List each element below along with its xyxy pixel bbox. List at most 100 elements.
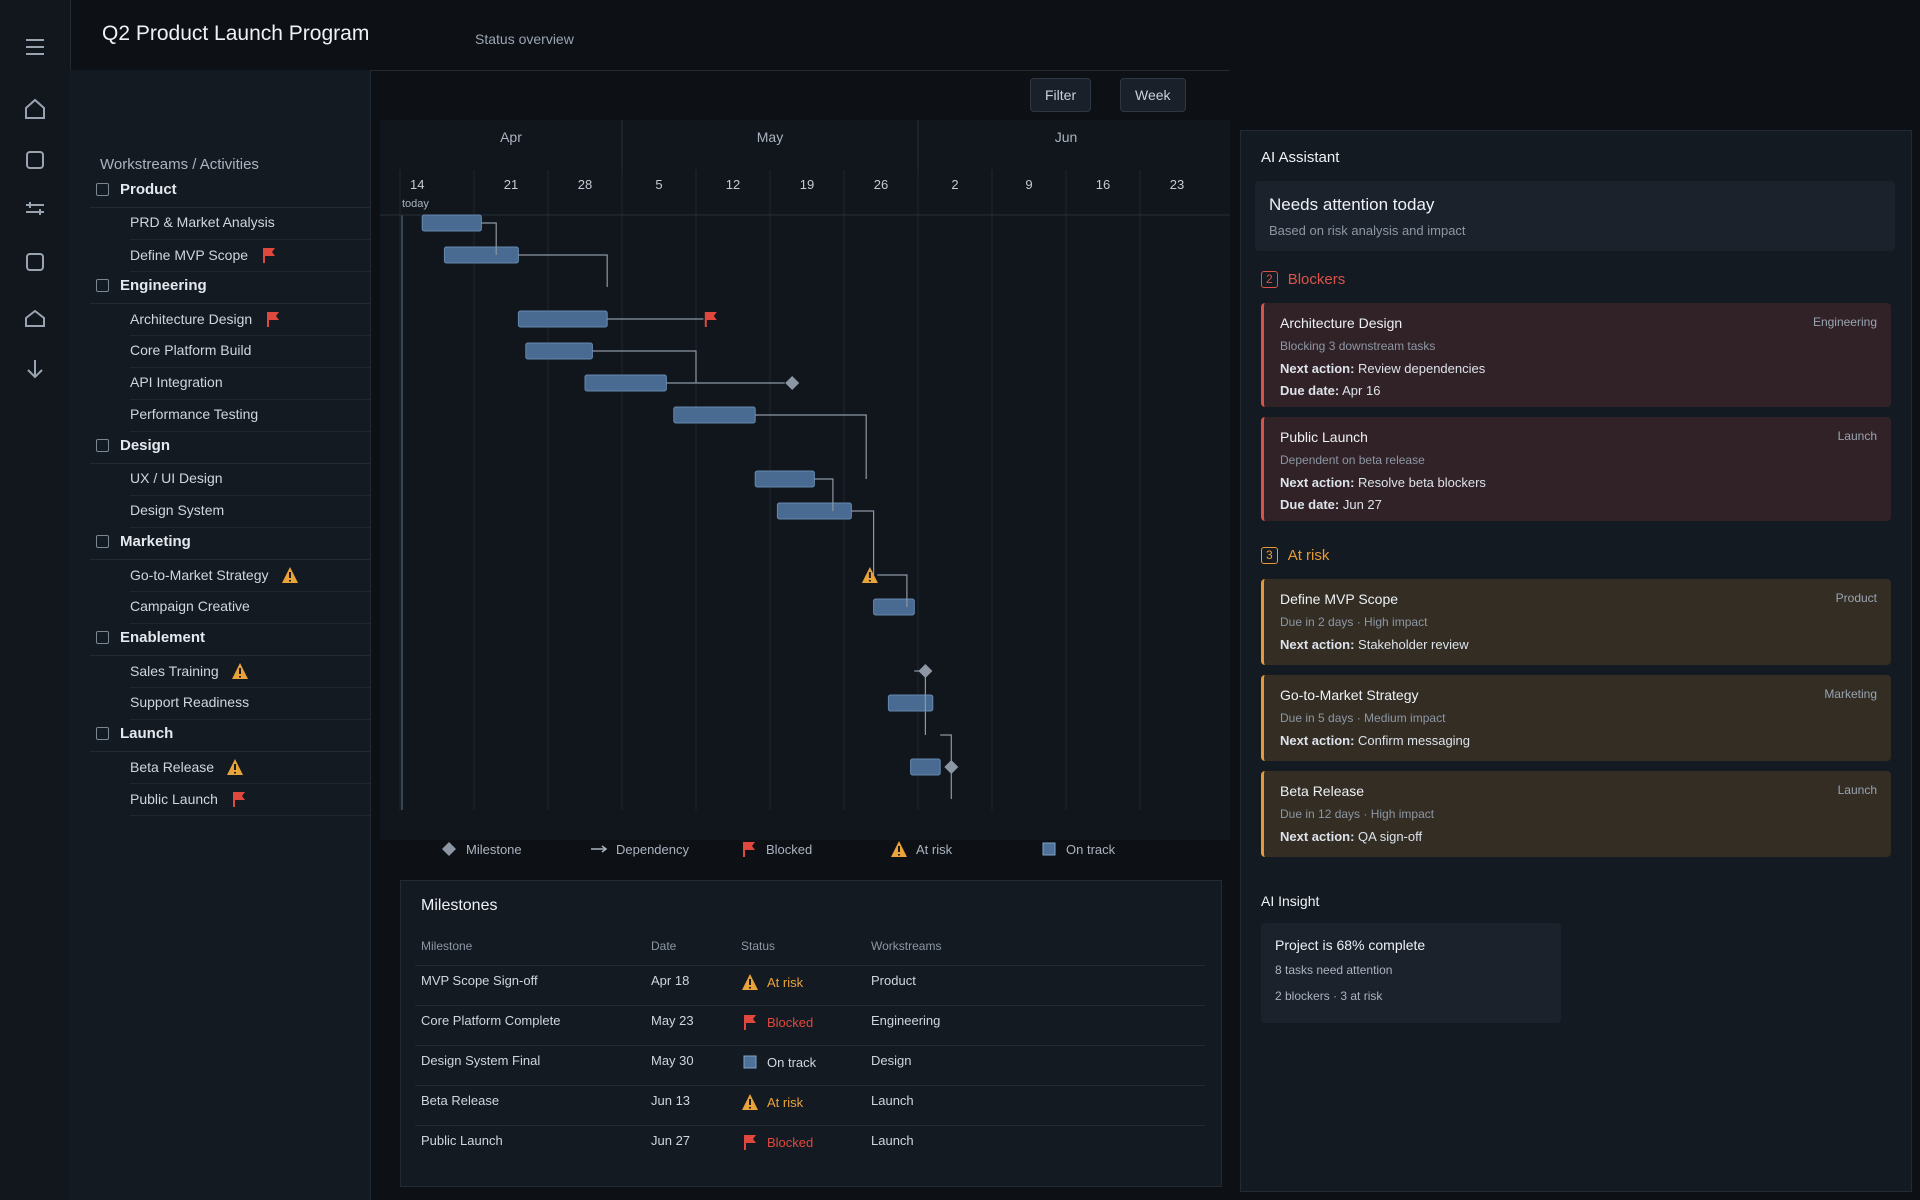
section-header: 3 At risk (1261, 547, 1329, 564)
diamond-icon (442, 842, 456, 856)
cell-text: Design (871, 1053, 912, 1068)
attention-item[interactable]: Go-to-Market Strategy Marketing Due in 5 d… (1261, 675, 1891, 761)
at_risk-icon (891, 841, 907, 857)
item-detail: Due in 2 days · High impact (1280, 615, 1428, 629)
cell-text: MVP Scope Sign-off (421, 973, 538, 988)
task-row[interactable]: Campaign Creative (130, 598, 250, 614)
task-row[interactable]: UX / UI Design (130, 470, 223, 486)
task-row[interactable]: Performance Testing (130, 406, 258, 422)
row-divider (130, 687, 370, 688)
collapse-toggle[interactable] (96, 535, 109, 548)
top-bar: Q2 Product Launch Program Status overvie… (70, 0, 1230, 71)
blocked-icon (263, 248, 276, 263)
item-tag: Launch (1837, 429, 1877, 443)
item-detail: Due in 5 days · Medium impact (1280, 711, 1446, 725)
diamond-icon (918, 664, 933, 678)
flag (745, 1135, 756, 1143)
check-icon[interactable] (26, 253, 44, 271)
task-row[interactable]: Define MVP Scope (130, 246, 278, 264)
next-text: Review dependencies (1358, 361, 1486, 376)
task-row[interactable]: Design System (130, 502, 224, 518)
row-divider (130, 783, 370, 784)
diamond (785, 376, 800, 390)
project-title[interactable]: Q2 Product Launch Program (102, 22, 370, 45)
attention-item[interactable]: Public Launch Launch Dependent on beta rel… (1261, 417, 1891, 521)
week-label: 5 (655, 177, 662, 192)
workstream-name[interactable]: Product (120, 181, 177, 198)
next-action: Next action: Resolve beta blockers (1280, 475, 1486, 490)
collapse-toggle[interactable] (96, 183, 109, 196)
task-row[interactable]: Architecture Design (130, 310, 282, 328)
dependency (592, 350, 697, 383)
menu-icon[interactable] (26, 39, 44, 55)
item-tag: Product (1835, 591, 1877, 605)
row-divider (90, 207, 370, 208)
flag (705, 312, 717, 320)
dependency (518, 254, 608, 287)
task-row[interactable]: Support Readiness (130, 694, 249, 710)
row-divider (130, 623, 370, 624)
collapse-toggle[interactable] (96, 439, 109, 452)
legend-label: Blocked (766, 841, 813, 857)
workstream-name[interactable]: Engineering (120, 277, 207, 294)
next-label: Next action: (1280, 829, 1355, 844)
cell-text: At risk (767, 974, 804, 990)
cell-text: Engineering (871, 1013, 941, 1028)
milestone-cell: MVP Scope Sign-off (421, 973, 538, 988)
next-label: Next action: (1280, 361, 1355, 376)
attention-card: Needs attention today Based on risk anal… (1255, 181, 1895, 251)
row-divider (90, 463, 370, 464)
cell-text: Blocked (767, 1014, 814, 1030)
legend-label: Dependency (616, 841, 689, 857)
task-row[interactable]: Sales Training (130, 662, 249, 680)
section-count: 3 (1261, 547, 1278, 564)
attention-item[interactable]: Beta Release Launch Due in 12 days · High … (1261, 771, 1891, 857)
task-row[interactable]: Beta Release (130, 758, 244, 776)
milestone-cell: Launch (871, 1133, 914, 1148)
flag (744, 842, 755, 850)
task-row[interactable]: Go-to-Market Strategy (130, 566, 299, 584)
milestone-cell: Beta Release (421, 1093, 499, 1108)
week-label: 2 (951, 177, 958, 192)
cell-text: May 30 (651, 1053, 694, 1068)
task-bar (776, 502, 852, 520)
filter-icon[interactable] (26, 202, 44, 215)
view-subtitle: Status overview (475, 31, 574, 47)
milestones-title: Milestones (421, 897, 498, 914)
legend-item: On track (1040, 840, 1115, 858)
item-title: Architecture Design (1280, 315, 1403, 331)
dependency (940, 734, 952, 799)
workstream-name[interactable]: Marketing (120, 533, 191, 550)
due-label: Due date: (1280, 497, 1340, 512)
download-icon[interactable] (27, 360, 43, 379)
week-select[interactable]: Week (1120, 78, 1186, 112)
task-row[interactable]: PRD & Market Analysis (130, 214, 275, 230)
box-icon[interactable] (25, 309, 45, 327)
collapse-toggle[interactable] (96, 631, 109, 644)
task-row[interactable]: API Integration (130, 374, 223, 390)
home-icon[interactable] (25, 98, 45, 119)
cell-text: Apr 18 (651, 973, 690, 988)
cell-text: Jun 13 (651, 1093, 691, 1108)
task-row[interactable]: Public Launch (130, 790, 248, 808)
task-row[interactable]: Core Platform Build (130, 342, 251, 358)
task-name: Architecture Design (130, 311, 253, 327)
next-text: QA sign-off (1358, 829, 1423, 844)
workstream-name[interactable]: Launch (120, 725, 174, 742)
workstream-name[interactable]: Enablement (120, 629, 206, 646)
search-icon[interactable] (26, 151, 44, 169)
workstream-name[interactable]: Design (120, 437, 171, 454)
dependency (814, 478, 834, 511)
collapse-toggle[interactable] (96, 279, 109, 292)
column-header: Status (741, 939, 776, 953)
attention-item[interactable]: Architecture Design Engineering Blocking 3… (1261, 303, 1891, 407)
attention-item[interactable]: Define MVP Scope Product Due in 2 days · H… (1261, 579, 1891, 665)
arrow-icon (591, 845, 608, 853)
collapse-toggle[interactable] (96, 727, 109, 740)
filter-button[interactable]: Filter (1030, 78, 1092, 112)
legend-item: Dependency (590, 840, 689, 858)
task-name: Performance Testing (130, 406, 259, 422)
task-bar (887, 694, 934, 712)
attention-title: Needs attention today (1269, 195, 1435, 214)
item-tag: Launch (1837, 783, 1877, 797)
